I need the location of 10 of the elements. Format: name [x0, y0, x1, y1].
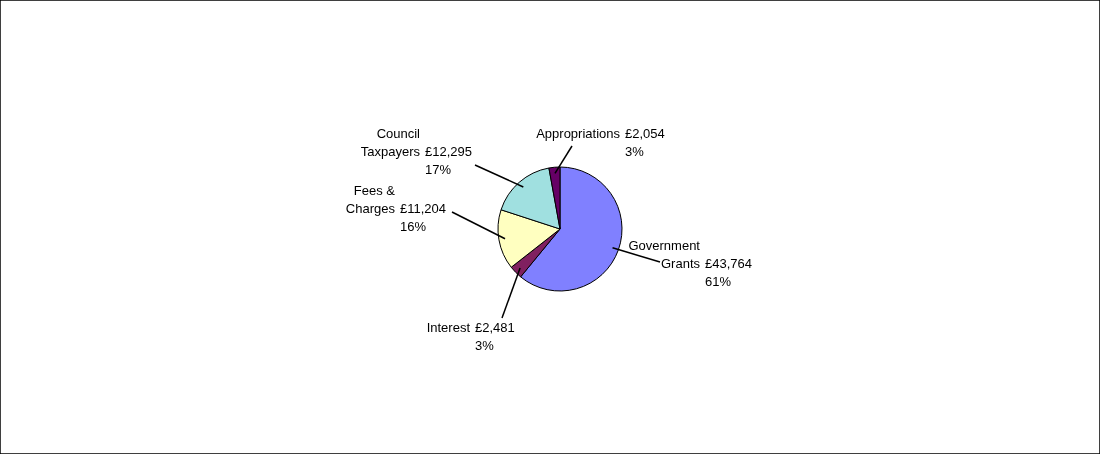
slice-label: Interest: [426, 320, 471, 335]
slice-label: Council Taxpayers: [360, 126, 421, 159]
data-label: £12,295 17%: [425, 144, 472, 177]
slice-label: Appropriations: [536, 126, 621, 141]
data-label: £2,481 3%: [475, 320, 515, 353]
data-label: £43,764 61%: [705, 256, 752, 289]
slice-label: Fees & Charges: [345, 183, 396, 216]
data-label: £2,054 3%: [625, 126, 665, 159]
slice-label: Government Grants: [628, 238, 701, 271]
data-label: £11,204 16%: [400, 201, 447, 234]
